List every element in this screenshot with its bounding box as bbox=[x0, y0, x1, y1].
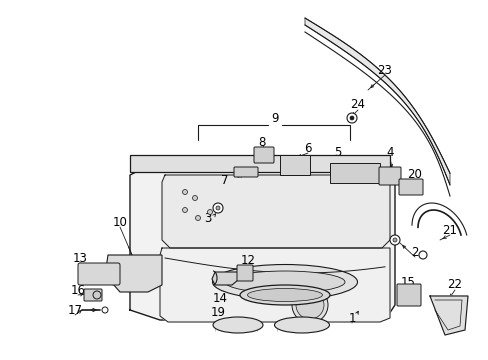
FancyBboxPatch shape bbox=[237, 265, 252, 281]
Circle shape bbox=[418, 251, 426, 259]
Circle shape bbox=[192, 195, 197, 201]
Circle shape bbox=[182, 207, 187, 212]
Text: 16: 16 bbox=[70, 284, 85, 297]
Polygon shape bbox=[162, 175, 389, 248]
Circle shape bbox=[213, 203, 223, 213]
Circle shape bbox=[389, 235, 399, 245]
Text: 5: 5 bbox=[334, 145, 341, 158]
FancyBboxPatch shape bbox=[130, 155, 389, 172]
Text: 17: 17 bbox=[67, 303, 82, 316]
Polygon shape bbox=[429, 296, 467, 335]
Text: 13: 13 bbox=[72, 252, 87, 265]
FancyBboxPatch shape bbox=[398, 179, 422, 195]
Ellipse shape bbox=[224, 271, 345, 293]
Text: 1: 1 bbox=[347, 311, 355, 324]
FancyBboxPatch shape bbox=[280, 155, 309, 175]
Ellipse shape bbox=[212, 265, 357, 300]
FancyBboxPatch shape bbox=[378, 167, 400, 185]
Ellipse shape bbox=[247, 288, 322, 302]
Ellipse shape bbox=[274, 317, 329, 333]
FancyBboxPatch shape bbox=[234, 167, 258, 177]
Circle shape bbox=[207, 210, 212, 215]
Text: 3: 3 bbox=[204, 211, 211, 225]
Text: 12: 12 bbox=[240, 253, 255, 266]
FancyBboxPatch shape bbox=[78, 263, 120, 285]
Text: 18: 18 bbox=[304, 309, 319, 321]
Ellipse shape bbox=[213, 317, 263, 333]
Circle shape bbox=[102, 307, 108, 313]
Polygon shape bbox=[212, 272, 238, 285]
Text: 19: 19 bbox=[210, 306, 225, 319]
Text: 11: 11 bbox=[312, 300, 327, 312]
Text: 6: 6 bbox=[304, 141, 311, 154]
Circle shape bbox=[195, 216, 200, 220]
Text: 15: 15 bbox=[400, 275, 415, 288]
Circle shape bbox=[291, 287, 327, 323]
Text: 22: 22 bbox=[447, 279, 462, 292]
Polygon shape bbox=[305, 18, 449, 185]
Circle shape bbox=[392, 238, 396, 242]
Text: 24: 24 bbox=[350, 99, 365, 112]
Circle shape bbox=[93, 291, 101, 299]
Text: 9: 9 bbox=[271, 112, 278, 125]
Text: 8: 8 bbox=[258, 135, 265, 148]
Polygon shape bbox=[130, 160, 394, 320]
Ellipse shape bbox=[240, 285, 329, 305]
FancyBboxPatch shape bbox=[253, 147, 273, 163]
Circle shape bbox=[349, 116, 353, 120]
FancyBboxPatch shape bbox=[329, 163, 379, 183]
Text: 20: 20 bbox=[407, 168, 422, 181]
Text: 4: 4 bbox=[386, 147, 393, 159]
Circle shape bbox=[295, 291, 324, 319]
Text: 2: 2 bbox=[410, 246, 418, 258]
Text: 21: 21 bbox=[442, 224, 457, 237]
FancyBboxPatch shape bbox=[396, 284, 420, 306]
Text: 23: 23 bbox=[377, 63, 392, 77]
Text: 7: 7 bbox=[221, 174, 228, 186]
Text: 14: 14 bbox=[212, 292, 227, 305]
Polygon shape bbox=[105, 255, 162, 292]
FancyBboxPatch shape bbox=[84, 289, 102, 301]
Circle shape bbox=[216, 206, 220, 210]
Circle shape bbox=[182, 189, 187, 194]
Text: 10: 10 bbox=[112, 216, 127, 229]
Circle shape bbox=[346, 113, 356, 123]
Polygon shape bbox=[160, 248, 389, 322]
